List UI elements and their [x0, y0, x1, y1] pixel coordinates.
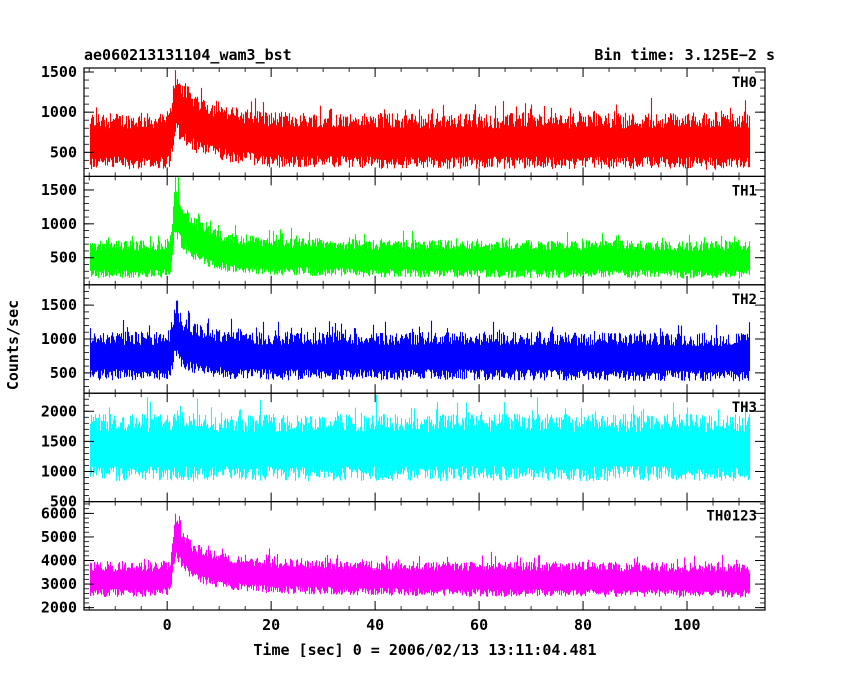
panel-th1-label: TH1: [732, 183, 757, 199]
y-tick-label: 1000: [41, 330, 77, 348]
y-tick-label: 500: [50, 143, 77, 161]
y-tick-label: 1500: [41, 181, 77, 199]
series-th2-trace: [89, 300, 751, 382]
panel-th2-label: TH2: [732, 292, 757, 308]
x-tick-label: 100: [673, 616, 700, 634]
y-tick-label: 1500: [41, 63, 77, 81]
series-th3-trace: [89, 394, 751, 482]
bin-time-label: Bin time: 3.125E−2 s: [594, 46, 775, 64]
y-tick-label: 1000: [41, 103, 77, 121]
series-th1-trace: [89, 176, 751, 279]
x-tick-label: 40: [366, 616, 384, 634]
x-tick-label: 20: [262, 616, 280, 634]
y-tick-label: 500: [50, 493, 77, 511]
y-tick-label: 2000: [41, 402, 77, 420]
y-tick-label: 2000: [41, 599, 77, 617]
series-th0123-trace: [89, 513, 751, 598]
x-axis-label: Time [sec] 0 = 2006/02/13 13:11:04.481: [253, 641, 596, 659]
x-tick-label: 80: [574, 616, 592, 634]
panel-th0-label: TH0: [732, 75, 757, 91]
y-tick-label: 4000: [41, 552, 77, 570]
y-tick-label: 1500: [41, 432, 77, 450]
y-tick-label: 1000: [41, 462, 77, 480]
y-tick-label: 500: [50, 364, 77, 382]
panel-th3-label: TH3: [732, 400, 757, 416]
chart-title: ae060213131104_wam3_bst: [84, 46, 292, 64]
y-tick-label: 5000: [41, 528, 77, 546]
x-tick-label: 0: [163, 616, 172, 634]
y-tick-label: 1000: [41, 215, 77, 233]
y-tick-label: 1500: [41, 296, 77, 314]
y-tick-label: 3000: [41, 575, 77, 593]
x-tick-label: 60: [470, 616, 488, 634]
y-tick-label: 500: [50, 249, 77, 267]
y-axis-label: Counts/sec: [4, 300, 22, 390]
y-tick-label: 6000: [41, 504, 77, 522]
panel-th0123-label: TH0123: [706, 509, 757, 525]
series-th0-trace: [89, 70, 751, 170]
